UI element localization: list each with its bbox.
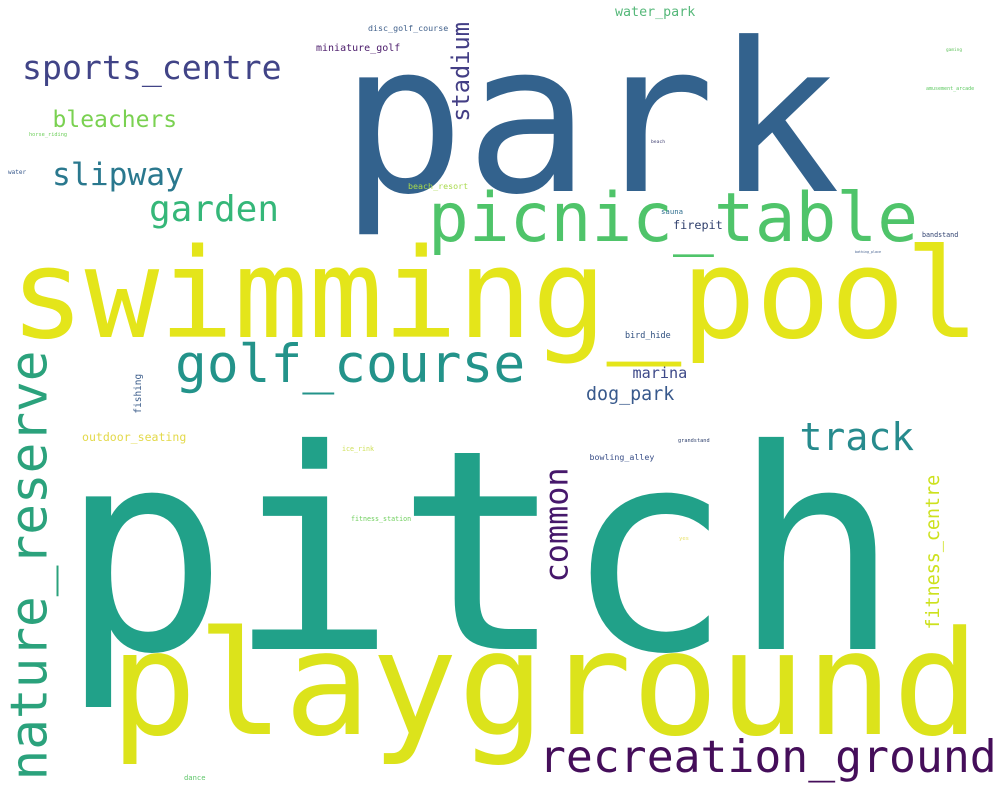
word-horse-riding: horse_riding bbox=[29, 131, 68, 138]
word-park: park bbox=[340, 0, 841, 240]
word-bowling-alley: bowling_alley bbox=[589, 452, 655, 462]
word-grandstand: grandstand bbox=[678, 437, 710, 444]
word-nature-reserve: nature_reserve bbox=[0, 350, 60, 781]
word-beach: beach bbox=[651, 139, 666, 145]
word-marina: marina bbox=[632, 363, 688, 382]
word-bleachers: bleachers bbox=[52, 106, 178, 133]
word-yes: yes bbox=[679, 536, 690, 542]
word-gaming: gaming bbox=[946, 48, 963, 53]
word-ice-rink: ice_rink bbox=[342, 444, 375, 453]
word-track: track bbox=[799, 415, 915, 459]
word-fitness-station: fitness_station bbox=[351, 514, 412, 523]
word-stadium: stadium bbox=[447, 21, 476, 122]
word-bird-hide: bird_hide bbox=[625, 330, 671, 340]
word-sports-centre: sports_centre bbox=[22, 47, 282, 87]
word-common: common bbox=[537, 467, 576, 583]
word-beach-resort: beach_resort bbox=[408, 181, 469, 191]
word-pitch: pitch bbox=[60, 389, 901, 715]
word-picnic-table: picnic_table bbox=[428, 178, 919, 257]
word-fishing: fishing bbox=[133, 373, 145, 414]
word-swimming-pool: swimming_pool bbox=[10, 223, 980, 367]
word-dog-park: dog_park bbox=[586, 384, 675, 405]
word-outdoor-seating: outdoor_seating bbox=[82, 430, 187, 444]
word-recreation-ground: recreation_ground bbox=[539, 729, 997, 783]
word-bandstand: bandstand bbox=[922, 230, 959, 239]
word-firepit: firepit bbox=[673, 218, 723, 232]
word-dance: dance bbox=[184, 772, 206, 782]
word-fitness-centre: fitness_centre bbox=[922, 474, 944, 630]
word-water: water bbox=[8, 169, 27, 176]
word-miniature-golf: miniature_golf bbox=[316, 43, 401, 54]
word-golf-course: golf_course bbox=[175, 333, 526, 395]
word-slipway: slipway bbox=[52, 156, 185, 193]
word-bathing-place: bathing_place bbox=[855, 249, 882, 254]
word-playground: playground bbox=[110, 601, 980, 769]
word-sauna: sauna bbox=[661, 206, 684, 216]
word-amusement-arcade: amusement_arcade bbox=[926, 85, 975, 92]
word-garden: garden bbox=[149, 189, 279, 230]
word-disc-golf-course: disc_golf_course bbox=[368, 23, 449, 33]
word-water-park: water_park bbox=[615, 4, 696, 20]
